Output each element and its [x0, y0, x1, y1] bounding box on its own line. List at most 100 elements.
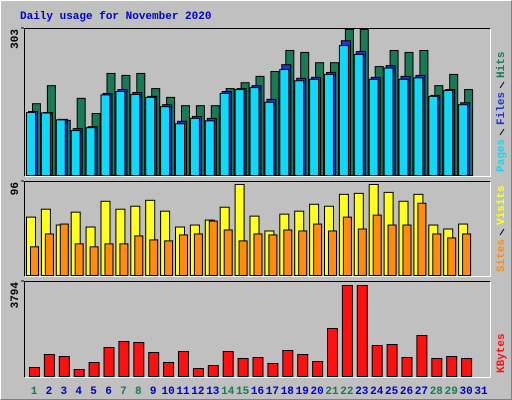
bar — [387, 224, 397, 277]
bar — [253, 233, 263, 277]
bar — [309, 78, 320, 176]
frame-dark — [24, 28, 491, 177]
bar — [58, 355, 70, 377]
x-tick-label: 31 — [474, 386, 488, 398]
legend-entry: Hits — [496, 52, 508, 78]
bar — [268, 234, 278, 276]
x-tick-label: 29 — [445, 386, 458, 398]
x-tick-label: 25 — [385, 386, 399, 398]
bar — [341, 284, 353, 377]
x-tick-label: 16 — [251, 386, 264, 398]
bar — [267, 363, 279, 378]
x-tick-label: 12 — [191, 386, 204, 398]
bar — [234, 89, 245, 176]
bar — [103, 346, 115, 377]
x-tick-label: 30 — [459, 386, 472, 398]
legend-separator — [499, 228, 505, 236]
bar — [134, 235, 144, 276]
bar — [328, 230, 337, 277]
x-tick-label: 15 — [236, 386, 250, 398]
frame-light — [24, 28, 491, 177]
bar — [40, 112, 51, 176]
legend-entry: Pages — [496, 139, 508, 172]
bar — [313, 223, 323, 276]
y-tick-label: 303 — [10, 29, 22, 49]
bar — [417, 202, 427, 276]
bar — [148, 352, 160, 377]
legend-separator — [499, 81, 505, 89]
bar — [327, 327, 338, 378]
bar — [238, 240, 248, 276]
bar — [175, 123, 185, 177]
bar — [324, 73, 334, 176]
bar — [458, 104, 469, 176]
bar — [386, 344, 398, 377]
bar — [428, 95, 439, 176]
bar — [401, 357, 413, 377]
x-tick-label: 3 — [60, 386, 67, 398]
bar — [357, 228, 367, 276]
x-tick-label: 5 — [90, 386, 97, 398]
bar — [207, 365, 219, 377]
bar — [413, 77, 424, 176]
bar — [298, 230, 308, 277]
bar — [73, 369, 85, 377]
bar — [283, 229, 293, 276]
x-tick-label: 2 — [46, 386, 53, 398]
bar — [179, 234, 188, 276]
bar — [416, 334, 428, 377]
bar — [282, 350, 294, 378]
bar — [342, 216, 352, 276]
bar — [208, 220, 218, 276]
bar — [443, 90, 454, 176]
legend-entry: Files — [496, 92, 508, 125]
bar — [100, 94, 111, 176]
x-tick-label: 19 — [296, 386, 309, 398]
legend-separator — [499, 128, 505, 136]
bar — [130, 93, 141, 176]
bar — [160, 106, 171, 176]
bar — [204, 120, 215, 176]
bar — [372, 214, 382, 276]
bar — [312, 361, 324, 377]
bar — [26, 112, 36, 176]
x-tick-label: 10 — [161, 386, 174, 398]
bar — [223, 229, 233, 276]
bar — [338, 45, 349, 177]
bar — [119, 243, 129, 276]
bar — [118, 340, 130, 378]
bar — [115, 91, 126, 176]
bar — [462, 233, 472, 277]
bar — [43, 353, 55, 378]
x-tick-label: 7 — [120, 386, 127, 398]
x-tick-label: 22 — [340, 386, 353, 398]
bar — [447, 237, 457, 276]
bar — [149, 239, 159, 277]
bar — [193, 233, 203, 277]
bar — [252, 357, 264, 377]
bar — [279, 69, 290, 176]
bar — [55, 119, 66, 176]
x-tick-label: 1 — [31, 386, 38, 398]
bar — [192, 367, 204, 378]
bar — [371, 344, 383, 378]
bar — [88, 361, 100, 378]
bar — [446, 355, 458, 377]
bar — [219, 92, 230, 176]
bar — [74, 243, 84, 276]
bar — [383, 67, 394, 176]
x-tick-label: 26 — [400, 386, 413, 398]
x-tick-label: 14 — [221, 386, 235, 398]
bar — [432, 233, 442, 277]
bar — [133, 342, 145, 377]
x-tick-label: 17 — [266, 386, 279, 398]
x-tick-label: 21 — [325, 386, 339, 398]
x-tick-label: 18 — [281, 386, 295, 398]
bar — [249, 87, 260, 176]
bar — [163, 361, 175, 378]
bar — [164, 240, 174, 276]
x-tick-label: 28 — [430, 386, 444, 398]
x-tick-label: 23 — [355, 386, 369, 398]
